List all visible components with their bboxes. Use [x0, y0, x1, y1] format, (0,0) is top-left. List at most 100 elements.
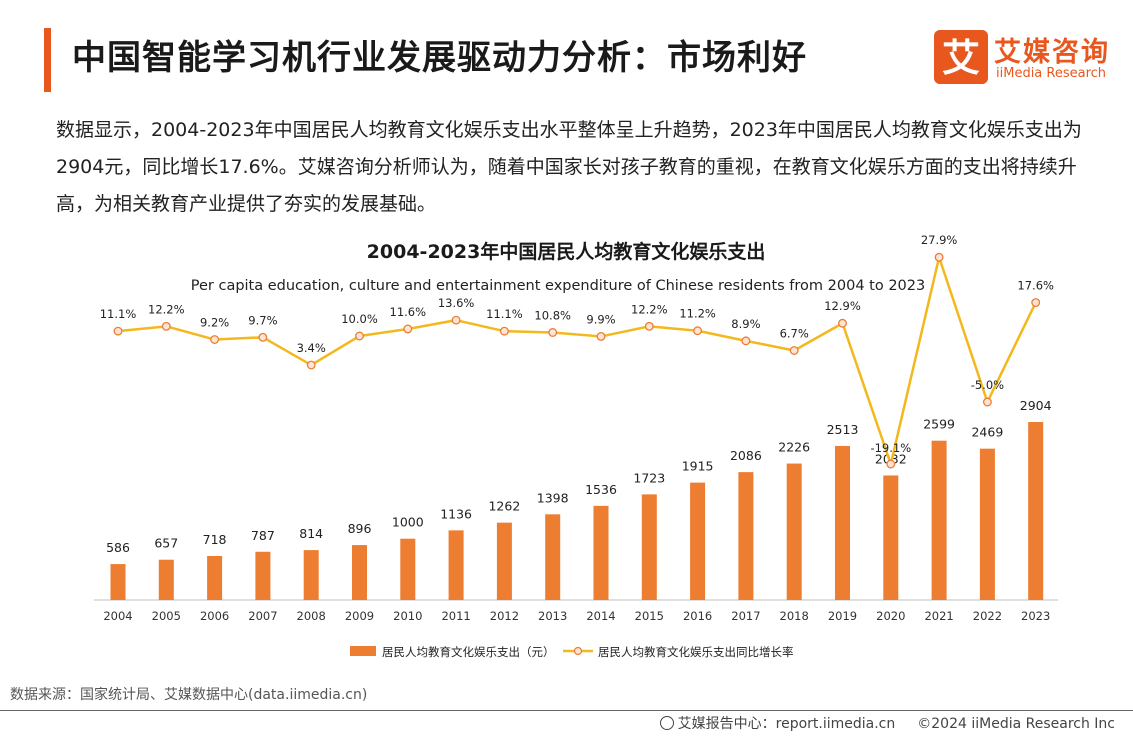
x-tick-2014: 2014 — [586, 609, 615, 623]
rate-label-2023: 17.6% — [1017, 279, 1054, 293]
rate-label-2005: 12.2% — [148, 302, 185, 316]
rate-point-2010 — [403, 324, 413, 334]
bar-label-2023: 2904 — [1020, 398, 1052, 413]
x-tick-2018: 2018 — [780, 609, 809, 623]
logo-en-text: iiMedia Research — [996, 66, 1107, 81]
bar-label-2010: 1000 — [392, 515, 424, 530]
rate-point-2023 — [1031, 298, 1041, 308]
bar-label-2004: 586 — [106, 540, 130, 555]
bar-2017 — [738, 472, 754, 600]
page-title: 中国智能学习机行业发展驱动力分析：市场利好 — [72, 38, 807, 78]
bar-2016 — [690, 482, 706, 600]
x-tick-2017: 2017 — [731, 609, 760, 623]
bar-label-2022: 2469 — [971, 425, 1003, 440]
bar-label-2016: 1915 — [682, 459, 714, 474]
rate-label-2007: 9.7% — [248, 313, 277, 327]
x-tick-2004: 2004 — [103, 609, 132, 623]
x-tick-2012: 2012 — [490, 609, 519, 623]
bar-2008 — [303, 550, 319, 600]
bar-2018 — [786, 463, 802, 600]
rate-point-2006 — [210, 335, 220, 344]
rate-label-2021: 27.9% — [921, 233, 958, 247]
x-tick-2007: 2007 — [248, 609, 277, 623]
rate-label-2010: 11.6% — [390, 305, 427, 319]
bar-label-2013: 1398 — [537, 490, 569, 505]
rate-point-2004 — [113, 326, 123, 336]
rate-label-2006: 9.2% — [200, 316, 229, 330]
bar-2005 — [158, 559, 174, 600]
x-tick-2022: 2022 — [973, 609, 1002, 623]
bar-2021 — [931, 440, 947, 600]
footer: 艾媒报告中心：report.iimedia.cn ©2024 iiMedia Re… — [659, 713, 1115, 733]
bar-label-2011: 1136 — [440, 506, 472, 521]
bar-2013 — [545, 514, 561, 600]
bar-label-2007: 787 — [251, 528, 275, 543]
footer-divider — [0, 710, 1133, 711]
rate-point-2015 — [644, 321, 654, 331]
rate-label-2013: 10.8% — [534, 308, 571, 322]
x-tick-2019: 2019 — [828, 609, 857, 623]
bar-2020 — [883, 475, 899, 600]
rate-point-2019 — [838, 318, 847, 328]
bar-2004 — [110, 564, 126, 600]
bar-label-2014: 1536 — [585, 482, 617, 497]
bar-2019 — [835, 445, 850, 600]
bar-label-2006: 718 — [203, 532, 227, 547]
bar-label-2009: 896 — [348, 521, 372, 536]
bar-2012 — [496, 522, 512, 600]
title-accent-bar — [44, 28, 51, 92]
x-tick-2023: 2023 — [1021, 609, 1050, 623]
rate-point-2012 — [499, 326, 509, 336]
expenditure-chart: 2004-2023年中国居民人均教育文化娱乐支出 Per capita educa… — [94, 233, 1058, 659]
logo-mark-icon: 艾 — [934, 30, 988, 84]
rate-point-2009 — [355, 331, 364, 341]
rate-point-2020 — [886, 459, 896, 469]
bar-label-2019: 2513 — [827, 422, 859, 437]
rate-label-2015: 12.2% — [631, 302, 668, 316]
chart-subtitle: Per capita education, culture and entert… — [191, 278, 926, 294]
chart-title: 2004-2023年中国居民人均教育文化娱乐支出 — [367, 240, 766, 263]
rate-point-2013 — [548, 328, 558, 337]
legend-line-label: 居民人均教育文化娱乐支出同比增长率 — [598, 645, 794, 659]
bar-2011 — [448, 530, 464, 600]
report-center-link[interactable]: 艾媒报告中心：report.iimedia.cn — [677, 716, 896, 732]
x-tick-2020: 2020 — [876, 609, 905, 623]
x-tick-2008: 2008 — [297, 609, 326, 623]
globe-icon — [659, 716, 674, 730]
rate-label-2017: 8.9% — [731, 317, 760, 331]
rate-point-2005 — [161, 321, 171, 331]
rate-point-2017 — [741, 336, 751, 346]
bar-2007 — [255, 551, 271, 600]
copyright: ©2024 iiMedia Research Inc — [917, 716, 1115, 732]
bar-label-2012: 1262 — [488, 499, 520, 514]
logo-cn-text: 艾媒咨询 — [994, 37, 1110, 68]
x-tick-2015: 2015 — [635, 609, 664, 623]
bar-label-2021: 2599 — [923, 417, 955, 432]
bar-label-2017: 2086 — [730, 448, 762, 463]
rate-point-2014 — [596, 331, 606, 341]
rate-point-2008 — [306, 360, 316, 370]
bar-2010 — [400, 538, 416, 600]
rate-label-2009: 10.0% — [341, 312, 378, 326]
rate-label-2022: -5.0% — [971, 378, 1004, 392]
x-tick-2006: 2006 — [200, 609, 229, 623]
brand-logo: 艾 艾媒咨询 iiMedia Research — [934, 30, 1120, 86]
bar-2009 — [352, 545, 367, 600]
legend-line-marker — [573, 646, 583, 656]
rate-label-2019: 12.9% — [824, 299, 861, 313]
bar-label-2005: 657 — [154, 536, 178, 551]
bar-2015 — [641, 494, 657, 600]
data-source: 数据来源：国家统计局、艾媒数据中心(data.iimedia.cn) — [10, 687, 368, 703]
x-tick-2013: 2013 — [538, 609, 567, 623]
rate-label-2004: 11.1% — [100, 307, 137, 321]
rate-label-2018: 6.7% — [780, 327, 809, 341]
legend-bar-swatch — [350, 646, 376, 656]
rate-point-2007 — [258, 332, 268, 342]
rate-point-2021 — [934, 252, 944, 262]
bar-2023 — [1028, 422, 1044, 600]
x-tick-2005: 2005 — [152, 609, 181, 623]
rate-point-2022 — [982, 397, 992, 407]
rate-label-2014: 9.9% — [586, 312, 615, 326]
x-tick-2021: 2021 — [924, 609, 953, 623]
rate-point-2018 — [789, 346, 799, 355]
